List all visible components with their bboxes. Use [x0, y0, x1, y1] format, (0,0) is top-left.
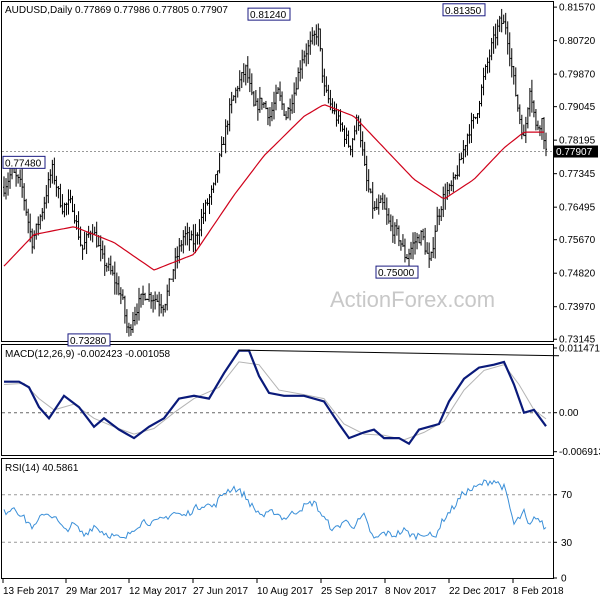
price-y-tick-label: 0.79045	[559, 102, 596, 113]
price-y-tick-label: 0.74820	[559, 269, 596, 280]
rsi-y-tick-label: 0	[561, 574, 567, 585]
price-annotation-label: 0.73280	[70, 336, 107, 347]
macd-panel-frame	[1, 344, 554, 456]
rsi-line	[3, 479, 547, 541]
rsi-y-tick-label: 30	[561, 538, 573, 549]
macd-y-axis: 0.011471 0.00 -0.006913	[553, 343, 600, 458]
rsi-panel-frame	[1, 458, 554, 579]
price-y-tick-label: 0.75670	[559, 235, 596, 246]
price-annotation-label: 0.75000	[378, 268, 415, 279]
price-title: AUDUSD,Daily 0.77869 0.77986 0.77805 0.7…	[5, 5, 228, 16]
moving-average	[3, 104, 544, 271]
rsi-y-tick-label: 70	[561, 490, 573, 501]
price-annotation-label: 0.77480	[5, 158, 42, 169]
x-tick-label: 13 Feb 2017	[3, 586, 60, 597]
price-annotation-box	[375, 265, 419, 279]
price-annotation-box	[442, 3, 486, 17]
macd-signal-line	[3, 361, 547, 441]
price-panel-frame	[1, 1, 554, 342]
x-tick-label: 8 Feb 2018	[513, 586, 564, 597]
x-tick-label: 27 Jun 2017	[193, 586, 248, 597]
price-y-axis: 0.81570 0.80720 0.79870 0.79045 0.78195 0.773…	[553, 3, 598, 346]
x-axis: 13 Feb 2017 29 Mar 2017 12 May 2017 27 Jun …	[2, 578, 564, 597]
price-y-tick-label: 0.73970	[559, 302, 596, 313]
price-annotation-box	[247, 7, 291, 21]
price-y-tick-label: 0.78195	[559, 136, 596, 147]
rsi-title: RSI(14) 40.5861	[5, 463, 79, 474]
price-y-tick-label: 0.79870	[559, 70, 596, 81]
macd-y-tick-label: 0.011471	[559, 343, 600, 354]
x-tick-label: 8 Nov 2017	[385, 586, 437, 597]
x-tick-label: 29 Mar 2017	[66, 586, 123, 597]
x-tick-label: 25 Sep 2017	[321, 586, 378, 597]
macd-line	[4, 349, 547, 446]
macd-panel	[2, 349, 560, 446]
x-tick-label: 10 Aug 2017	[257, 586, 314, 597]
price-annotation-label: 0.81240	[250, 10, 287, 21]
price-y-tick-label: 0.80720	[559, 36, 596, 47]
price-y-tick-label: 0.73145	[559, 335, 596, 346]
macd-y-tick-label: -0.006913	[559, 447, 600, 458]
current-price-box	[553, 145, 598, 158]
x-tick-label: 12 May 2017	[129, 586, 187, 597]
rsi-y-axis: 70 30 0	[553, 490, 573, 585]
price-annotation-box	[2, 155, 46, 169]
price-y-tick-label: 0.76495	[559, 203, 596, 214]
price-y-tick-label: 0.81570	[559, 3, 596, 14]
watermark: ActionForex.com	[330, 287, 495, 312]
macd-title: MACD(12,26,9) -0.002423 -0.001058	[5, 349, 171, 360]
macd-y-tick-label: 0.00	[559, 408, 579, 419]
price-annotation-label: 0.81350	[445, 6, 482, 17]
price-y-tick-label: 0.77345	[559, 169, 596, 180]
macd-trendline	[238, 349, 560, 357]
x-tick-label: 22 Dec 2017	[449, 586, 506, 597]
price-annotations: 0.73280 0.77480 0.81240 0.75000 0.81350	[2, 3, 486, 347]
price-annotation-box	[67, 333, 111, 347]
moving-average-line	[3, 104, 544, 271]
rsi-panel	[2, 479, 553, 543]
current-price-label: 0.77907	[556, 147, 593, 158]
